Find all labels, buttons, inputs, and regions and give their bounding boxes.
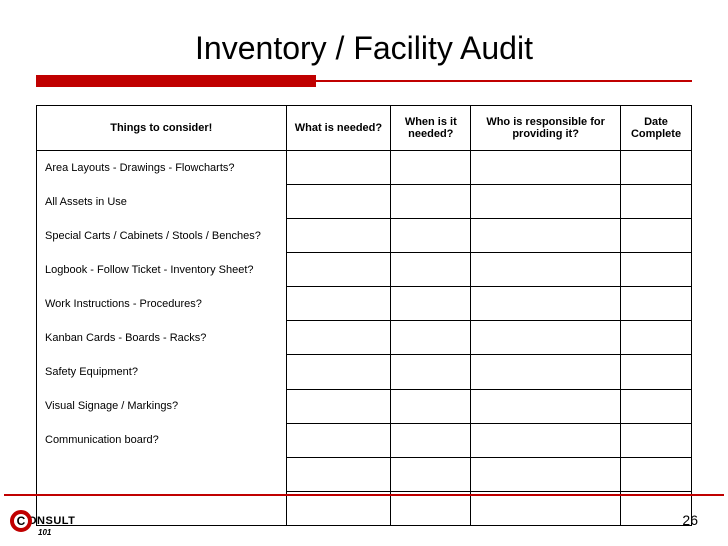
- table-cell: [286, 253, 391, 287]
- row-label: Logbook - Follow Ticket - Inventory Shee…: [37, 253, 287, 287]
- table-cell: [471, 355, 621, 389]
- table-cell: [621, 355, 692, 389]
- row-label: Kanban Cards - Boards - Racks?: [37, 321, 287, 355]
- table-cell: [471, 389, 621, 423]
- logo: C ONSULT 101: [10, 510, 75, 532]
- table-cell: [471, 253, 621, 287]
- page-number: 26: [682, 512, 698, 528]
- table-cell: [391, 423, 471, 457]
- table-cell: [471, 457, 621, 491]
- table-cell: [621, 457, 692, 491]
- table-cell: [471, 219, 621, 253]
- table-row: Safety Equipment?: [37, 355, 692, 389]
- slide-title: Inventory / Facility Audit: [36, 30, 692, 67]
- logo-circle: C: [10, 510, 32, 532]
- table-cell: [471, 321, 621, 355]
- table-cell: [286, 185, 391, 219]
- table-cell: [286, 389, 391, 423]
- title-divider: [36, 75, 692, 89]
- table-row: Work Instructions - Procedures?: [37, 287, 692, 321]
- table-row: Special Carts / Cabinets / Stools / Benc…: [37, 219, 692, 253]
- table-row: Communication board?: [37, 423, 692, 457]
- row-label: Work Instructions - Procedures?: [37, 287, 287, 321]
- table-cell: [391, 253, 471, 287]
- col-header-needed: What is needed?: [286, 106, 391, 151]
- logo-sub: 101: [38, 528, 51, 537]
- row-label: [37, 457, 287, 491]
- table-cell: [621, 321, 692, 355]
- table-cell: [391, 287, 471, 321]
- table-cell: [286, 287, 391, 321]
- table-row: Logbook - Follow Ticket - Inventory Shee…: [37, 253, 692, 287]
- divider-thick-bar: [36, 75, 316, 87]
- table-cell: [391, 457, 471, 491]
- col-header-when: When is it needed?: [391, 106, 471, 151]
- table-cell: [391, 219, 471, 253]
- audit-table: Things to consider! What is needed? When…: [36, 105, 692, 526]
- table-cell: [621, 287, 692, 321]
- table-row: Kanban Cards - Boards - Racks?: [37, 321, 692, 355]
- table-cell: [391, 321, 471, 355]
- table-header-row: Things to consider! What is needed? When…: [37, 106, 692, 151]
- table-cell: [286, 457, 391, 491]
- table-cell: [621, 423, 692, 457]
- table-container: Things to consider! What is needed? When…: [36, 105, 692, 526]
- table-cell: [621, 253, 692, 287]
- table-cell: [391, 151, 471, 185]
- table-cell: [391, 355, 471, 389]
- logo-text: ONSULT: [28, 515, 75, 527]
- row-label: Safety Equipment?: [37, 355, 287, 389]
- table-cell: [471, 287, 621, 321]
- row-label: Area Layouts - Drawings - Flowcharts?: [37, 151, 287, 185]
- slide: Inventory / Facility Audit Things to con…: [0, 0, 728, 546]
- footer-line: [4, 494, 724, 496]
- table-cell: [286, 423, 391, 457]
- table-cell: [621, 219, 692, 253]
- row-label: Special Carts / Cabinets / Stools / Benc…: [37, 219, 287, 253]
- table-row: All Assets in Use: [37, 185, 692, 219]
- table-cell: [286, 321, 391, 355]
- table-cell: [471, 185, 621, 219]
- table-row: Area Layouts - Drawings - Flowcharts?: [37, 151, 692, 185]
- col-header-date: Date Complete: [621, 106, 692, 151]
- table-cell: [471, 151, 621, 185]
- row-label: Visual Signage / Markings?: [37, 389, 287, 423]
- table-cell: [621, 185, 692, 219]
- table-row: Visual Signage / Markings?: [37, 389, 692, 423]
- table-cell: [621, 389, 692, 423]
- row-label: Communication board?: [37, 423, 287, 457]
- slide-footer: C ONSULT 101 26: [0, 494, 728, 534]
- table-body: Area Layouts - Drawings - Flowcharts?All…: [37, 151, 692, 526]
- row-label: All Assets in Use: [37, 185, 287, 219]
- table-cell: [286, 219, 391, 253]
- table-cell: [391, 389, 471, 423]
- col-header-consider: Things to consider!: [37, 106, 287, 151]
- table-cell: [471, 423, 621, 457]
- table-row: [37, 457, 692, 491]
- table-cell: [286, 151, 391, 185]
- table-cell: [621, 151, 692, 185]
- col-header-who: Who is responsible for providing it?: [471, 106, 621, 151]
- table-cell: [391, 185, 471, 219]
- table-cell: [286, 355, 391, 389]
